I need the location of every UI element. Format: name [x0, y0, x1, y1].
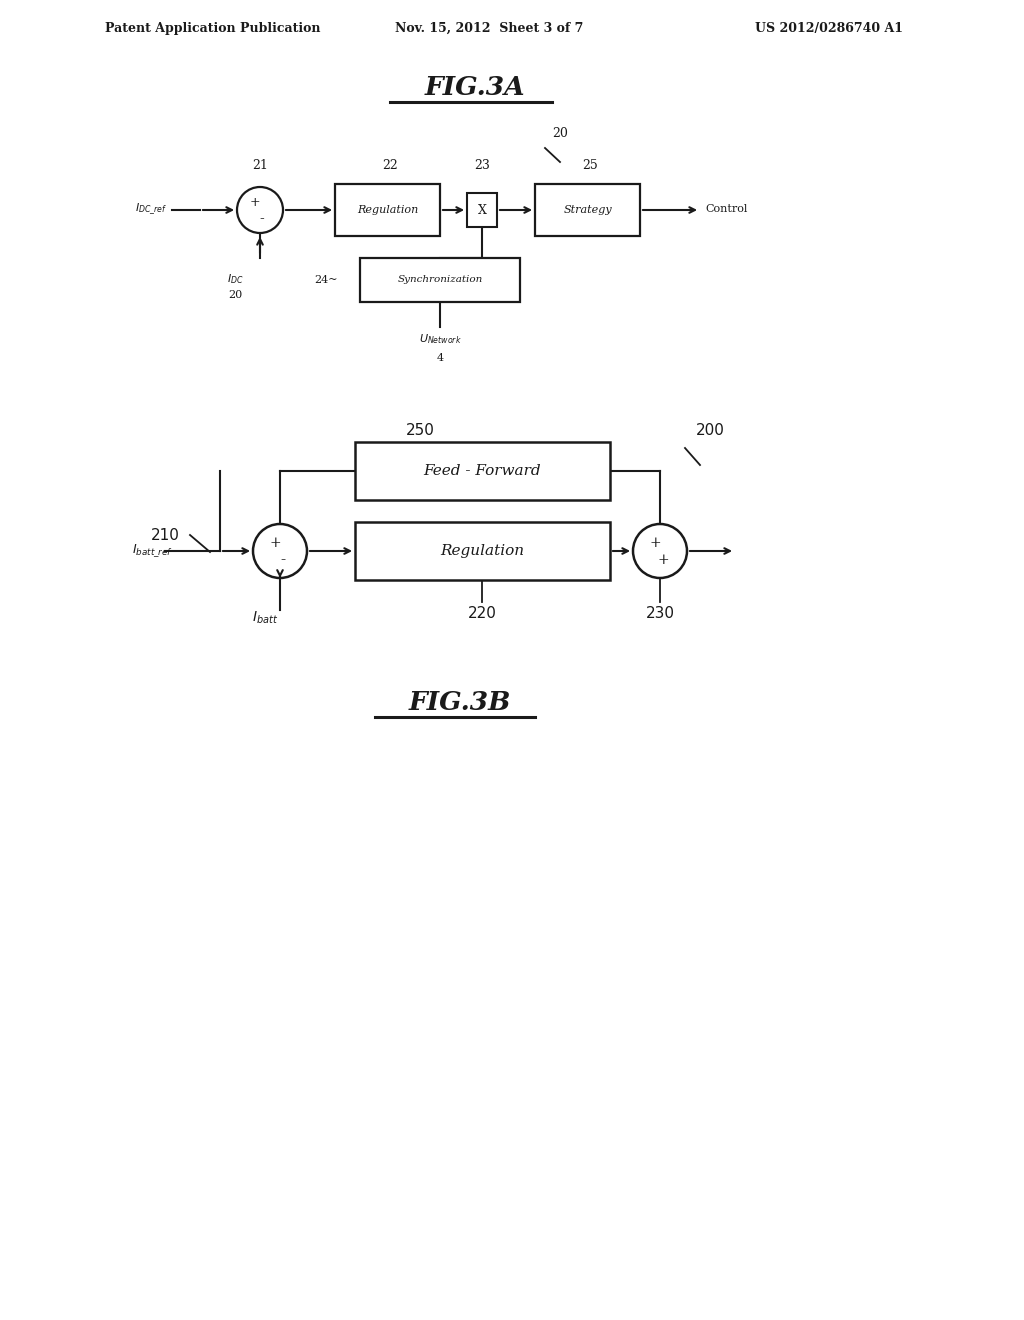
Text: +: +: [269, 536, 281, 550]
Text: US 2012/0286740 A1: US 2012/0286740 A1: [755, 22, 903, 36]
Bar: [355, 442, 610, 500]
Text: 25: 25: [582, 158, 598, 172]
Text: FIG.3A: FIG.3A: [425, 75, 525, 100]
Text: 210: 210: [152, 528, 180, 543]
Text: -: -: [281, 553, 286, 568]
Text: 220: 220: [468, 606, 497, 620]
Text: +: +: [250, 197, 260, 210]
Text: $I_{batt}$: $I_{batt}$: [252, 610, 279, 627]
Text: X: X: [477, 203, 486, 216]
Bar: [355, 521, 610, 579]
Text: +: +: [657, 553, 669, 568]
Text: Control: Control: [705, 205, 748, 214]
Text: 230: 230: [645, 606, 675, 620]
Text: 4: 4: [436, 352, 443, 363]
Text: $I_{DC\_ref}$: $I_{DC\_ref}$: [135, 201, 167, 216]
Circle shape: [237, 187, 283, 234]
Text: -: -: [260, 213, 264, 226]
Text: 22: 22: [382, 158, 398, 172]
Text: 24~: 24~: [314, 275, 338, 285]
Text: $I_{DC}$: $I_{DC}$: [226, 272, 244, 286]
Bar: [535, 183, 640, 236]
Text: 21: 21: [252, 158, 268, 172]
Text: $U_{Network}$: $U_{Network}$: [419, 333, 462, 346]
Text: Nov. 15, 2012  Sheet 3 of 7: Nov. 15, 2012 Sheet 3 of 7: [395, 22, 584, 36]
Text: Synchronization: Synchronization: [397, 276, 482, 285]
Bar: [467, 193, 497, 227]
Text: 20: 20: [552, 127, 568, 140]
Text: 200: 200: [695, 422, 724, 438]
Text: 23: 23: [474, 158, 489, 172]
Circle shape: [253, 524, 307, 578]
Text: +: +: [649, 536, 660, 550]
Circle shape: [633, 524, 687, 578]
Text: Feed - Forward: Feed - Forward: [424, 465, 542, 478]
Text: 20: 20: [228, 290, 242, 300]
Text: Regulation: Regulation: [440, 544, 524, 558]
Text: Patent Application Publication: Patent Application Publication: [105, 22, 321, 36]
Text: 250: 250: [406, 422, 434, 438]
Text: FIG.3B: FIG.3B: [409, 690, 511, 715]
Bar: [335, 183, 440, 236]
Text: Strategy: Strategy: [563, 205, 611, 215]
Bar: [360, 257, 520, 302]
Text: $I_{batt\_ref}$: $I_{batt\_ref}$: [132, 543, 173, 558]
Text: Regulation: Regulation: [357, 205, 418, 215]
